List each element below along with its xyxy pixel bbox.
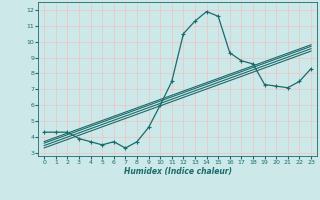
X-axis label: Humidex (Indice chaleur): Humidex (Indice chaleur) [124,167,232,176]
